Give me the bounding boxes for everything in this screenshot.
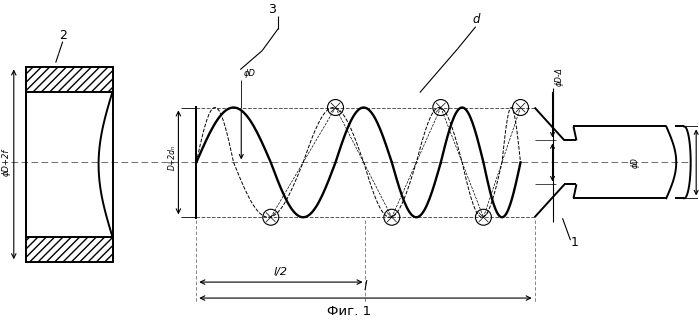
Text: ϕD-Δ: ϕD-Δ bbox=[554, 67, 563, 86]
Bar bbox=[26, 67, 113, 92]
Text: l: l bbox=[363, 280, 367, 293]
Text: Фиг. 1: Фиг. 1 bbox=[327, 305, 371, 318]
Text: ϕD: ϕD bbox=[630, 157, 640, 168]
Text: 2: 2 bbox=[59, 29, 66, 42]
Text: 3: 3 bbox=[268, 3, 276, 16]
Text: 1: 1 bbox=[570, 236, 578, 249]
Text: D+2dₙ: D+2dₙ bbox=[167, 145, 176, 170]
Bar bbox=[26, 237, 113, 262]
Text: ϕD: ϕD bbox=[244, 69, 257, 77]
Text: l/2: l/2 bbox=[274, 267, 288, 277]
Text: d: d bbox=[472, 13, 480, 26]
Text: ϕD+2f: ϕD+2f bbox=[2, 149, 10, 176]
